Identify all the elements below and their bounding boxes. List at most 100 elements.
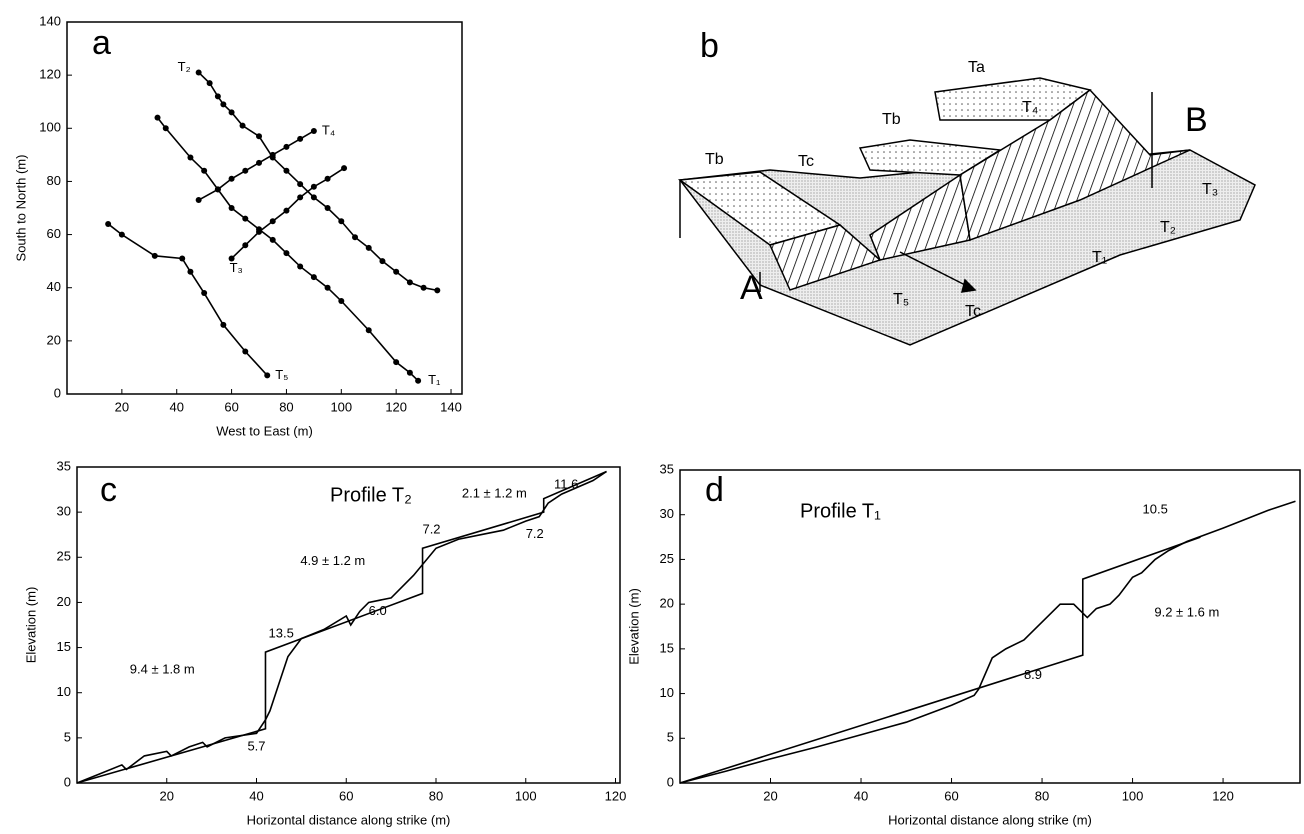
y-tick-label: 20 — [47, 332, 61, 347]
point — [338, 218, 345, 225]
point — [365, 244, 372, 251]
point — [187, 268, 194, 275]
annotation: 8.9 — [1024, 667, 1042, 682]
y-axis-label: Elevation (m) — [23, 587, 38, 664]
point — [256, 228, 263, 235]
diagram-label: T₃ — [1202, 181, 1218, 198]
x-tick-label: 40 — [169, 399, 183, 414]
annotation: 9.4 ± 1.8 m — [130, 662, 195, 677]
point — [324, 284, 331, 291]
annotation: 7.2 — [422, 522, 440, 537]
point — [297, 135, 304, 142]
x-tick-label: 20 — [763, 788, 777, 803]
annotation: 4.9 ± 1.2 m — [300, 553, 365, 568]
point — [365, 327, 372, 334]
point — [341, 165, 348, 172]
diagram-label: T₁ — [1092, 249, 1107, 266]
point — [420, 284, 427, 291]
point — [269, 236, 276, 243]
x-tick-label: 120 — [1212, 788, 1234, 803]
y-tick-label: 0 — [667, 774, 674, 789]
y-tick-label: 5 — [64, 729, 71, 744]
point — [269, 218, 276, 225]
point — [310, 127, 317, 134]
point — [220, 321, 227, 328]
point — [162, 125, 169, 132]
y-tick-label: 10 — [660, 685, 674, 700]
y-tick-label: 100 — [39, 120, 61, 135]
series-label: T₄ — [322, 122, 335, 137]
point — [105, 220, 112, 227]
point — [264, 372, 271, 379]
point — [297, 181, 304, 188]
y-tick-label: 15 — [57, 639, 71, 654]
point — [228, 255, 235, 262]
x-tick-label: 80 — [1035, 788, 1049, 803]
annotation: 13.5 — [269, 625, 294, 640]
point — [214, 93, 221, 100]
series-line — [679, 536, 1201, 784]
point — [283, 167, 290, 174]
diagram-label: T₄ — [1022, 99, 1038, 116]
panel-title: Profile T₂ — [330, 484, 412, 506]
point — [201, 167, 208, 174]
point — [201, 290, 208, 297]
diagram-label: A — [740, 269, 763, 307]
point — [118, 231, 125, 238]
point — [324, 175, 331, 182]
panel-letter: d — [705, 471, 724, 509]
plot-frame — [66, 21, 463, 395]
diagram-label: Tb — [705, 151, 724, 168]
y-tick-label: 35 — [660, 461, 674, 476]
y-tick-label: 20 — [660, 596, 674, 611]
point — [283, 250, 290, 257]
annotation: 2.1 ± 1.2 m — [462, 486, 527, 501]
block-diagram — [677, 77, 1256, 346]
series-label: T₃ — [230, 260, 243, 275]
y-tick-label: 25 — [57, 549, 71, 564]
series-label: T₁ — [428, 372, 441, 387]
point — [242, 215, 249, 222]
x-tick-label: 80 — [429, 788, 443, 803]
point — [228, 109, 235, 116]
series-label: T₂ — [178, 59, 191, 74]
diagram-label: Ta — [968, 59, 985, 76]
point — [256, 159, 263, 166]
point — [406, 279, 413, 286]
y-tick-label: 120 — [39, 67, 61, 82]
point — [242, 167, 249, 174]
panel-title: Profile T₁ — [800, 500, 881, 522]
y-tick-label: 15 — [660, 640, 674, 655]
point — [434, 287, 441, 294]
x-tick-label: 20 — [160, 788, 174, 803]
series-line — [679, 500, 1296, 784]
y-axis-label: Elevation (m) — [626, 588, 641, 665]
point — [228, 205, 235, 211]
point — [269, 151, 276, 158]
diagram-label: Tc — [798, 153, 814, 170]
y-tick-label: 25 — [660, 551, 674, 566]
x-tick-label: 20 — [115, 399, 129, 414]
y-axis-label: South to North (m) — [13, 155, 28, 262]
x-tick-label: 60 — [224, 399, 238, 414]
annotation: 5.7 — [247, 738, 265, 753]
point — [393, 359, 400, 366]
point — [214, 186, 221, 193]
x-axis-label: West to East (m) — [216, 423, 313, 438]
annotation: 11.6 — [554, 476, 578, 491]
x-tick-label: 120 — [605, 788, 627, 803]
arrow-head — [960, 278, 977, 293]
point — [239, 122, 246, 129]
x-tick-label: 100 — [330, 399, 352, 414]
channel-arrow — [899, 251, 976, 291]
x-tick-label: 60 — [944, 788, 958, 803]
y-tick-label: 40 — [47, 279, 61, 294]
point — [220, 101, 227, 108]
x-tick-label: 120 — [385, 399, 407, 414]
series-line — [156, 117, 419, 382]
point — [195, 69, 202, 76]
point — [283, 207, 290, 214]
panel-letter: b — [700, 27, 719, 65]
